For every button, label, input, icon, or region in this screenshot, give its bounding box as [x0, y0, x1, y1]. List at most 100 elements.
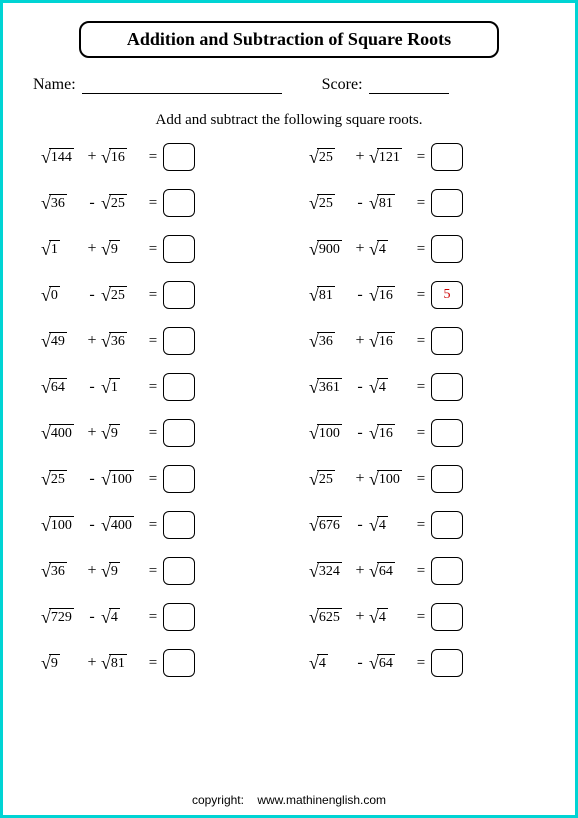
name-input-line[interactable] — [82, 76, 282, 94]
answer-box[interactable] — [431, 465, 463, 493]
radicand-a: 25 — [317, 194, 335, 213]
answer-box[interactable] — [163, 143, 195, 171]
sqrt-term: √9 — [101, 240, 143, 259]
sqrt-term: √729 — [41, 608, 83, 627]
radicand-b: 64 — [377, 654, 395, 673]
problem-row: √676-√4= — [309, 511, 537, 539]
answer-box[interactable] — [431, 511, 463, 539]
sqrt-term: √1 — [101, 378, 143, 397]
score-label: Score: — [322, 76, 363, 94]
problem-row: √100-√400= — [41, 511, 269, 539]
operator: + — [351, 608, 369, 626]
problem-row: √25-√81= — [309, 189, 537, 217]
sqrt-term: √4 — [369, 516, 411, 535]
answer-box[interactable] — [163, 327, 195, 355]
sqrt-term: √81 — [101, 654, 143, 673]
problem-row: √1+√9= — [41, 235, 269, 263]
answer-box[interactable] — [431, 373, 463, 401]
answer-box[interactable] — [431, 327, 463, 355]
equals-sign: = — [143, 333, 163, 350]
radicand-a: 36 — [317, 332, 335, 351]
sqrt-term: √16 — [369, 332, 411, 351]
sqrt-term: √400 — [41, 424, 83, 443]
operator: + — [83, 562, 101, 580]
problem-row: √900+√4= — [309, 235, 537, 263]
radicand-b: 4 — [377, 240, 388, 259]
equals-sign: = — [411, 425, 431, 442]
operator: - — [351, 654, 369, 672]
worksheet-title: Addition and Subtraction of Square Roots — [79, 21, 499, 58]
sqrt-term: √64 — [41, 378, 83, 397]
answer-box[interactable] — [163, 649, 195, 677]
radicand-b: 16 — [377, 424, 395, 443]
answer-box[interactable] — [431, 419, 463, 447]
equals-sign: = — [411, 609, 431, 626]
sqrt-term: √100 — [369, 470, 411, 489]
answer-box[interactable] — [163, 603, 195, 631]
radicand-b: 100 — [109, 470, 134, 489]
radicand-b: 25 — [109, 194, 127, 213]
operator: + — [83, 424, 101, 442]
answer-box[interactable]: 5 — [431, 281, 463, 309]
sqrt-term: √64 — [369, 654, 411, 673]
sqrt-term: √4 — [369, 240, 411, 259]
operator: - — [351, 516, 369, 534]
radicand-b: 4 — [377, 608, 388, 627]
equals-sign: = — [143, 379, 163, 396]
problem-row: √36+√16= — [309, 327, 537, 355]
equals-sign: = — [411, 333, 431, 350]
radicand-a: 144 — [49, 148, 74, 167]
radicand-a: 25 — [317, 470, 335, 489]
answer-box[interactable] — [163, 373, 195, 401]
sqrt-term: √25 — [309, 470, 351, 489]
radicand-b: 9 — [109, 240, 120, 259]
equals-sign: = — [143, 471, 163, 488]
radicand-a: 361 — [317, 378, 342, 397]
equals-sign: = — [411, 471, 431, 488]
equals-sign: = — [143, 655, 163, 672]
answer-box[interactable] — [163, 235, 195, 263]
answer-box[interactable] — [431, 557, 463, 585]
equals-sign: = — [411, 379, 431, 396]
sqrt-term: √4 — [309, 654, 351, 673]
answer-box[interactable] — [431, 603, 463, 631]
problem-row: √625+√4= — [309, 603, 537, 631]
score-input-line[interactable] — [369, 76, 449, 94]
problem-row: √64-√1= — [41, 373, 269, 401]
radicand-a: 100 — [317, 424, 342, 443]
radicand-a: 81 — [317, 286, 335, 305]
answer-box[interactable] — [431, 235, 463, 263]
problem-row: √324+√64= — [309, 557, 537, 585]
answer-box[interactable] — [163, 419, 195, 447]
answer-box[interactable] — [431, 189, 463, 217]
footer-site: www.mathinenglish.com — [257, 793, 386, 807]
answer-box[interactable] — [431, 649, 463, 677]
problem-row: √400+√9= — [41, 419, 269, 447]
answer-box[interactable] — [163, 557, 195, 585]
sqrt-term: √81 — [309, 286, 351, 305]
problem-row: √0-√25= — [41, 281, 269, 309]
sqrt-term: √36 — [309, 332, 351, 351]
answer-box[interactable] — [163, 281, 195, 309]
problem-row: √361-√4= — [309, 373, 537, 401]
operator: + — [83, 332, 101, 350]
operator: + — [351, 470, 369, 488]
equals-sign: = — [143, 563, 163, 580]
sqrt-term: √9 — [101, 562, 143, 581]
sqrt-term: √9 — [41, 654, 83, 673]
answer-box[interactable] — [431, 143, 463, 171]
sqrt-term: √25 — [309, 148, 351, 167]
operator: + — [351, 240, 369, 258]
problem-row: √25+√121= — [309, 143, 537, 171]
equals-sign: = — [411, 287, 431, 304]
instruction-text: Add and subtract the following square ro… — [3, 112, 575, 129]
equals-sign: = — [411, 195, 431, 212]
operator: + — [351, 148, 369, 166]
radicand-a: 4 — [317, 654, 328, 673]
answer-box[interactable] — [163, 465, 195, 493]
operator: + — [83, 240, 101, 258]
answer-box[interactable] — [163, 189, 195, 217]
sqrt-term: √4 — [101, 608, 143, 627]
answer-box[interactable] — [163, 511, 195, 539]
operator: + — [351, 562, 369, 580]
